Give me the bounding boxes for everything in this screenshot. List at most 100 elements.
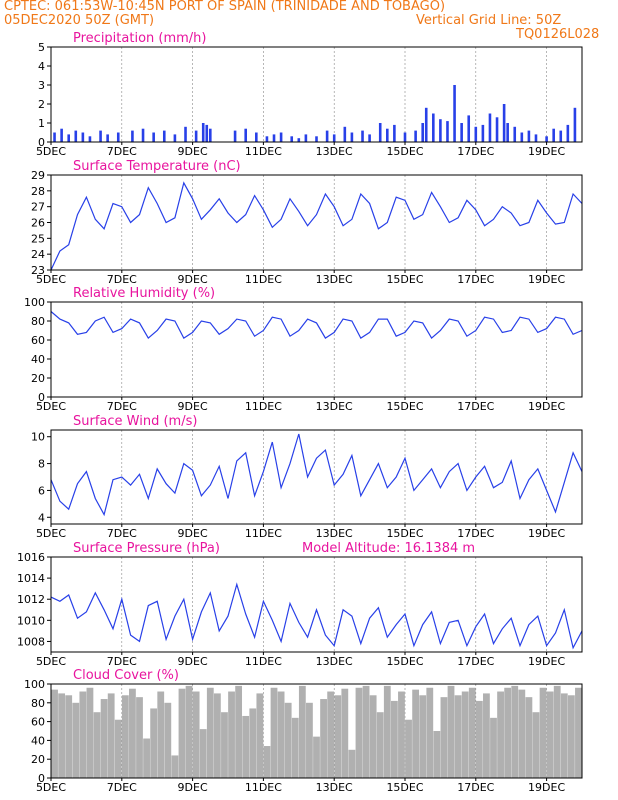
panel-1-xtick-label: 19DEC [528, 273, 565, 286]
panel-0-bar [368, 134, 371, 142]
panel-0-bar [573, 107, 577, 142]
panel-3-series-line [50, 433, 583, 517]
panel-0-ytick-label: 3 [38, 79, 45, 92]
panel-5-bar [143, 738, 150, 778]
panel-3-xtick-label: 13DEC [316, 527, 353, 540]
panel-5-bar [72, 702, 80, 778]
panel-4-ytick-label: 1010 [17, 614, 45, 627]
panel-0-bar [304, 134, 308, 142]
panel-0-bar [350, 132, 354, 142]
panel-4-xtick-label: 13DEC [316, 655, 353, 668]
panel-5-bar [79, 691, 87, 778]
panel-0-bar [481, 124, 485, 142]
panel-5-bar [129, 688, 136, 778]
panel-5-bar [107, 693, 115, 778]
panel-5-bar [136, 697, 143, 778]
panel-1-ytick-label: 27 [31, 201, 45, 214]
panel-5-bar [298, 685, 306, 778]
panel-3-xtick-label: 9DEC [178, 527, 208, 540]
panel-5-bar [575, 687, 582, 778]
panel-1-xtick-label: 5DEC [36, 273, 66, 286]
panel-5-bar [121, 695, 129, 778]
panel-0-xtick-label: 15DEC [386, 145, 423, 158]
panel-0-bar [552, 128, 555, 142]
panel-5-frame [50, 683, 583, 779]
panel-0-bar [393, 124, 396, 142]
panel-3-xtick-label: 17DEC [457, 527, 494, 540]
panel-5-bar [206, 687, 214, 778]
panel-5-bar [398, 691, 405, 778]
panel-5-bar [405, 719, 412, 778]
panel-5-bar [256, 693, 264, 778]
panel-5-bar [100, 699, 108, 778]
panel-5-xtick-label: 9DEC [178, 781, 208, 794]
panel-3-ytick-label: 4 [38, 511, 45, 524]
panel-5-bar [157, 691, 165, 778]
panel-5-bar [376, 712, 384, 778]
panel-4-series-line [50, 582, 583, 650]
panel-0-bar [421, 123, 424, 142]
panel-2-ytick-label: 20 [31, 372, 45, 385]
panel-0-bar [162, 130, 166, 142]
panel-5-xtick-label: 19DEC [528, 781, 565, 794]
panel-0-bar [81, 132, 85, 142]
panel-1-ytick-label: 26 [31, 217, 45, 230]
panel-5-ytick-label: 20 [31, 753, 45, 766]
panel-2-ytick-label: 0 [38, 391, 45, 404]
panel-0-bar [343, 126, 347, 142]
panel-0-bar [67, 134, 70, 142]
panel-5-xtick-label: 11DEC [245, 781, 282, 794]
panel-5-bar [58, 693, 66, 778]
panel-0-bar [244, 128, 247, 142]
panel-5-bar [270, 687, 278, 778]
panel-1-xtick-label: 11DEC [245, 273, 282, 286]
panel-0-bar [559, 130, 563, 142]
panel-5-ytick-label: 60 [31, 716, 45, 729]
panel-5-bar [504, 687, 512, 778]
panel-0-bar [255, 132, 258, 142]
panel-4-frame [50, 556, 583, 653]
panel-4-xtick-label: 15DEC [386, 655, 423, 668]
panel-2-xtick-label: 5DEC [36, 400, 66, 413]
panel-0-bar [194, 130, 198, 142]
panel-5-bar [475, 700, 483, 778]
panel-5-bar [461, 691, 469, 778]
panel-1-xtick-label: 13DEC [316, 273, 353, 286]
panel-5-bar [178, 688, 186, 778]
panel-0-bar [265, 136, 269, 142]
panel-5-bar [213, 693, 221, 778]
panel-2-xtick-label: 19DEC [528, 400, 565, 413]
panel-5-bar [114, 719, 122, 778]
panel-0-bar [424, 107, 428, 142]
panel-0-bar [453, 85, 456, 142]
panel-5-bar [93, 712, 101, 778]
panel-0-bar [99, 130, 102, 142]
panel-0-bar [88, 136, 92, 142]
panel-5-bar [560, 693, 568, 778]
panel-5-bar [454, 695, 462, 778]
panel-5-bar [192, 691, 200, 778]
panel-4-xtick-label: 9DEC [178, 655, 208, 668]
panel-4-xtick-label: 11DEC [245, 655, 282, 668]
panel-0-bar [279, 132, 283, 142]
panel-5-bar [539, 687, 547, 778]
panel-1-xtick-label: 7DEC [107, 273, 137, 286]
panel-0-bar [361, 130, 364, 142]
panel-5-bar [341, 688, 349, 778]
panel-2-xtick-label: 7DEC [107, 400, 137, 413]
panel-5-bar [263, 746, 271, 778]
panel-0-bar [205, 124, 209, 142]
panel-2-frame [50, 301, 583, 398]
panel-2-ytick-label: 60 [31, 334, 45, 347]
panel-0-ytick-label: 0 [38, 136, 45, 149]
panel-0-bar [506, 123, 509, 142]
panel-2-ytick-label: 100 [24, 296, 45, 309]
panel-5-bar [419, 695, 427, 778]
panel-5-xtick-label: 7DEC [107, 781, 137, 794]
panel-5-bar [313, 736, 320, 778]
panel-0-bar [566, 124, 570, 142]
panel-5-bar [490, 717, 497, 778]
panel-5-ytick-label: 40 [31, 734, 45, 747]
panel-0-bar [74, 130, 78, 142]
panel-4-ytick-label: 1014 [17, 572, 45, 585]
